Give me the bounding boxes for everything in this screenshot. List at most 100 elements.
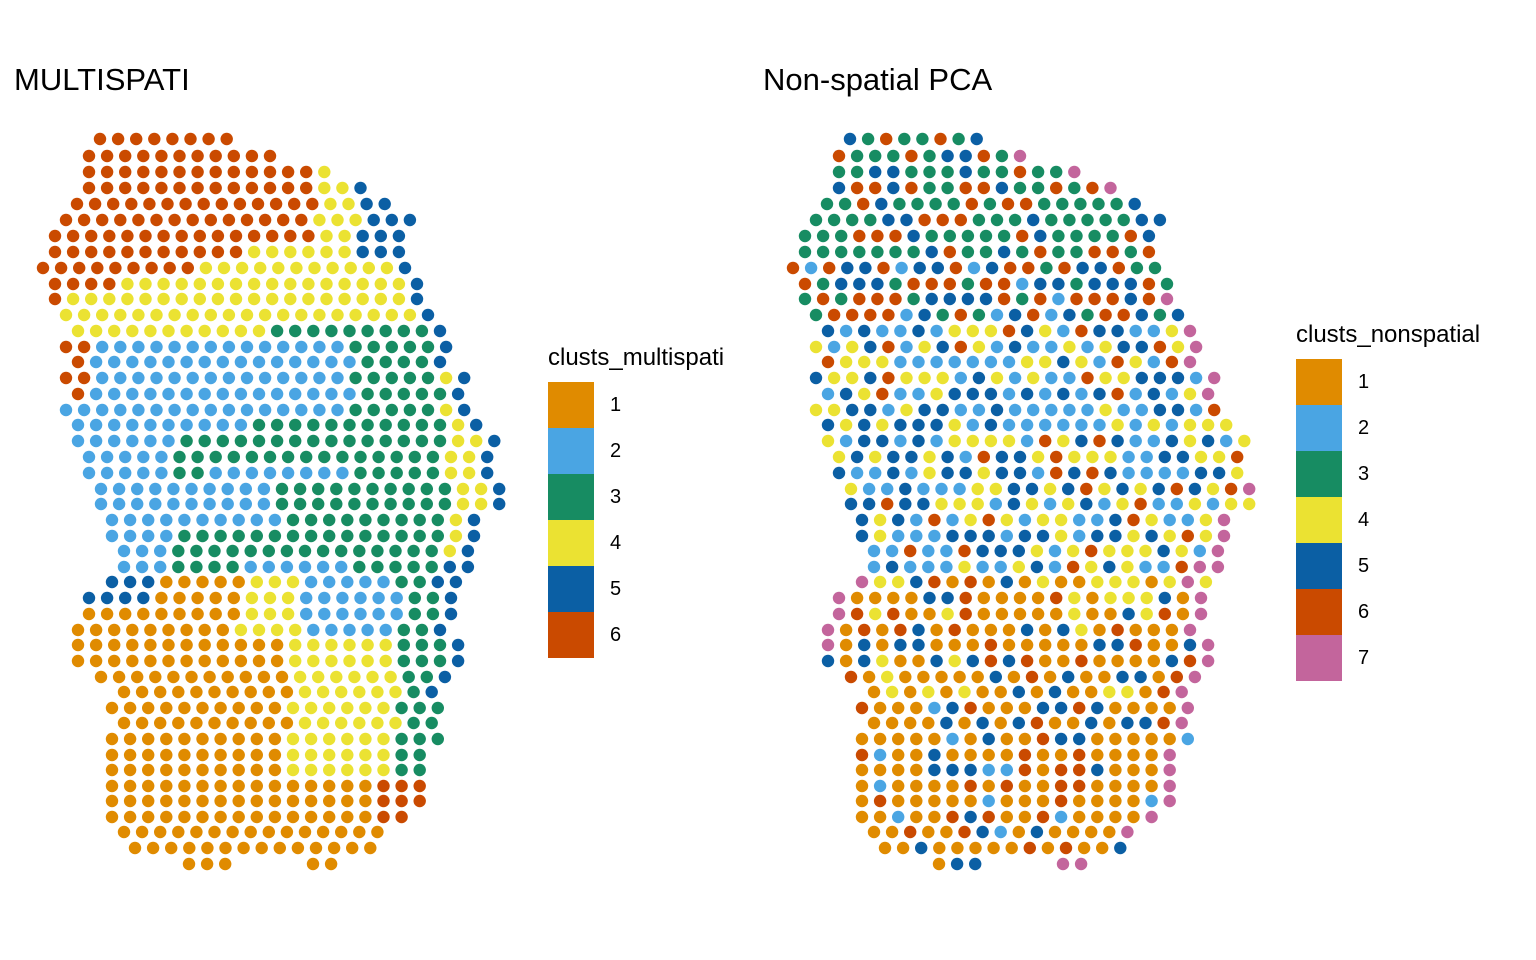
spot-point [309, 841, 323, 855]
spot-point [855, 779, 869, 793]
spot-point [59, 213, 73, 227]
spot-point [390, 450, 403, 464]
spot-point [178, 529, 191, 543]
spot-point [948, 638, 961, 652]
spot-point [157, 277, 170, 291]
spot-point [1111, 324, 1124, 338]
spot-point [323, 763, 336, 777]
spot-point [1121, 544, 1134, 558]
spot-point [403, 403, 417, 417]
spot-point [172, 685, 185, 699]
spot-point [304, 575, 318, 589]
spot-point [912, 623, 925, 637]
spot-point [821, 387, 835, 401]
spot-point [1129, 638, 1142, 652]
spot-point [462, 466, 476, 480]
spot-point [1127, 748, 1140, 762]
spot-point [372, 591, 385, 605]
spot-point [923, 181, 936, 195]
spot-point [1066, 544, 1080, 558]
spot-point [77, 213, 91, 227]
spot-point [150, 308, 163, 322]
spot-point [323, 794, 336, 808]
spot-point [1075, 434, 1088, 448]
spot-point [121, 229, 134, 243]
spot-point [398, 261, 412, 275]
spot-point [1012, 685, 1025, 699]
spot-point [809, 308, 823, 322]
spot-point [300, 591, 313, 605]
spot-point [1081, 403, 1094, 417]
spot-point [380, 261, 394, 275]
spot-point [377, 779, 390, 793]
spot-point [1059, 841, 1073, 855]
spot-point [1068, 165, 1081, 179]
spot-point [1147, 638, 1160, 652]
spot-point [280, 560, 294, 574]
spot-point [1188, 482, 1202, 496]
spot-point [873, 779, 887, 793]
spot-point [105, 732, 119, 746]
legend-label: 3 [610, 485, 622, 508]
spot-point [885, 685, 899, 699]
spot-point [395, 513, 408, 527]
spot-point [234, 623, 248, 637]
spot-point [371, 716, 384, 730]
spot-point [885, 716, 899, 730]
spot-point [415, 324, 429, 338]
spot-plot [786, 132, 1256, 871]
spot-point [1153, 340, 1167, 354]
spot-point [316, 544, 330, 558]
spot-point [330, 670, 343, 684]
spot-point [377, 794, 390, 808]
spot-point [882, 371, 895, 385]
spot-point [284, 229, 297, 243]
spot-point [1013, 165, 1027, 179]
spot-point [144, 638, 157, 652]
spot-point [389, 685, 402, 699]
spot-point [143, 197, 156, 211]
spot-point [935, 497, 948, 511]
spot-point [252, 623, 266, 637]
spot-point [474, 497, 488, 511]
spot-point [325, 623, 338, 637]
spot-point [284, 277, 297, 291]
spot-point [1158, 450, 1171, 464]
spot-point [185, 482, 198, 496]
spot-point [168, 308, 181, 322]
spot-point [108, 638, 121, 652]
spot-point [1117, 213, 1130, 227]
spot-point [247, 245, 261, 259]
spot-point [895, 261, 908, 275]
spot-point [123, 794, 137, 808]
spot-point [994, 716, 1007, 730]
spot-point [1054, 763, 1068, 777]
spot-point [928, 794, 941, 808]
spot-point [286, 732, 300, 746]
spot-point [1127, 779, 1140, 793]
spot-point [85, 292, 98, 306]
spot-point [943, 245, 956, 259]
spot-point [1045, 371, 1058, 385]
spot-point [1000, 779, 1013, 793]
spot-point [341, 732, 354, 746]
spot-point [827, 340, 841, 354]
spot-point [1129, 418, 1142, 432]
spot-point [178, 701, 191, 715]
spot-point [1045, 213, 1058, 227]
spot-point [291, 841, 305, 855]
spot-point [318, 607, 331, 621]
spot-point [971, 497, 984, 511]
spot-point [281, 591, 295, 605]
spot-point [451, 418, 465, 432]
spot-point [178, 794, 191, 808]
spot-point [374, 292, 387, 306]
spot-point [71, 434, 85, 448]
spot-point [1066, 685, 1080, 699]
spot-point [894, 654, 907, 668]
spot-point [397, 623, 410, 637]
spot-point [139, 229, 152, 243]
spot-point [444, 591, 458, 605]
spot-point [157, 229, 170, 243]
legend-label: 6 [1358, 600, 1370, 623]
